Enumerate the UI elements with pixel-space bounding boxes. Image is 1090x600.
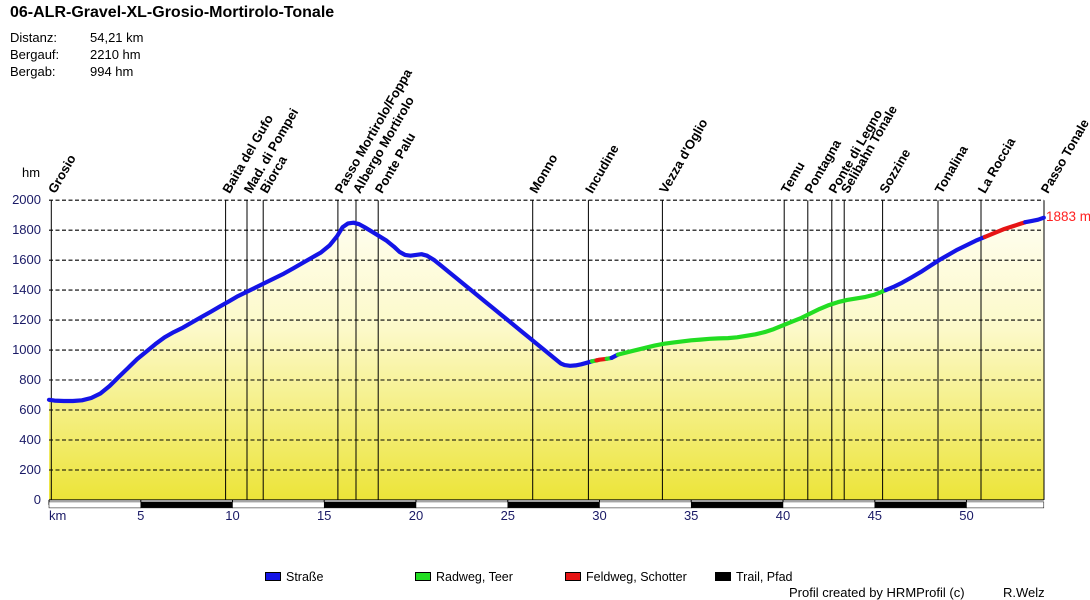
- svg-text:15: 15: [317, 508, 331, 523]
- svg-text:25: 25: [501, 508, 515, 523]
- svg-text:1000: 1000: [12, 342, 41, 357]
- svg-text:2000: 2000: [12, 192, 41, 207]
- svg-text:1800: 1800: [12, 222, 41, 237]
- svg-text:1883 m: 1883 m: [1046, 209, 1090, 224]
- svg-text:km: km: [49, 508, 66, 523]
- svg-text:10: 10: [225, 508, 239, 523]
- svg-text:200: 200: [19, 462, 41, 477]
- svg-text:50: 50: [959, 508, 973, 523]
- svg-text:5: 5: [137, 508, 144, 523]
- svg-text:800: 800: [19, 372, 41, 387]
- svg-text:hm: hm: [22, 165, 40, 180]
- svg-text:0: 0: [34, 492, 41, 507]
- svg-text:40: 40: [776, 508, 790, 523]
- svg-text:600: 600: [19, 402, 41, 417]
- svg-text:45: 45: [868, 508, 882, 523]
- svg-text:1200: 1200: [12, 312, 41, 327]
- svg-text:20: 20: [409, 508, 423, 523]
- svg-text:400: 400: [19, 432, 41, 447]
- svg-text:1400: 1400: [12, 282, 41, 297]
- svg-text:35: 35: [684, 508, 698, 523]
- svg-text:30: 30: [592, 508, 606, 523]
- svg-text:1600: 1600: [12, 252, 41, 267]
